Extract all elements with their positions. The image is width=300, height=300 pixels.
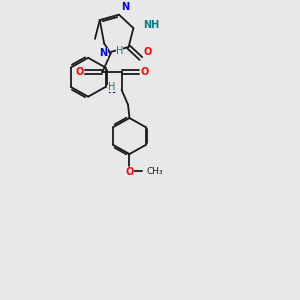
Text: O: O	[141, 67, 149, 77]
Text: N: N	[100, 49, 108, 58]
Text: O: O	[143, 47, 152, 57]
Text: O: O	[125, 167, 134, 177]
Text: H: H	[108, 82, 116, 92]
Text: O: O	[75, 67, 83, 77]
Text: CH₃: CH₃	[146, 167, 163, 176]
Text: H: H	[116, 46, 123, 56]
Text: NH: NH	[143, 20, 160, 30]
Text: N: N	[121, 2, 129, 12]
Text: N: N	[107, 85, 116, 95]
